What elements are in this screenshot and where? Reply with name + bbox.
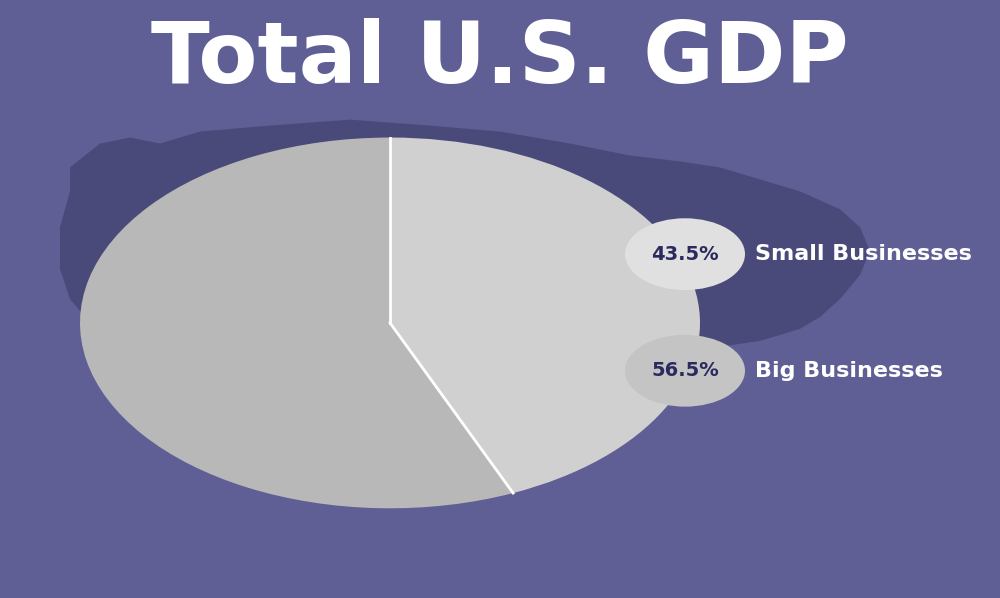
Text: 56.5%: 56.5% bbox=[651, 361, 719, 380]
Text: Small Businesses: Small Businesses bbox=[755, 244, 972, 264]
Text: Total U.S. GDP: Total U.S. GDP bbox=[151, 19, 849, 101]
Text: Big Businesses: Big Businesses bbox=[755, 361, 943, 381]
Wedge shape bbox=[80, 138, 513, 508]
Text: 43.5%: 43.5% bbox=[651, 245, 719, 264]
Wedge shape bbox=[390, 138, 700, 493]
Circle shape bbox=[625, 335, 745, 407]
Circle shape bbox=[625, 218, 745, 290]
Polygon shape bbox=[60, 120, 870, 431]
